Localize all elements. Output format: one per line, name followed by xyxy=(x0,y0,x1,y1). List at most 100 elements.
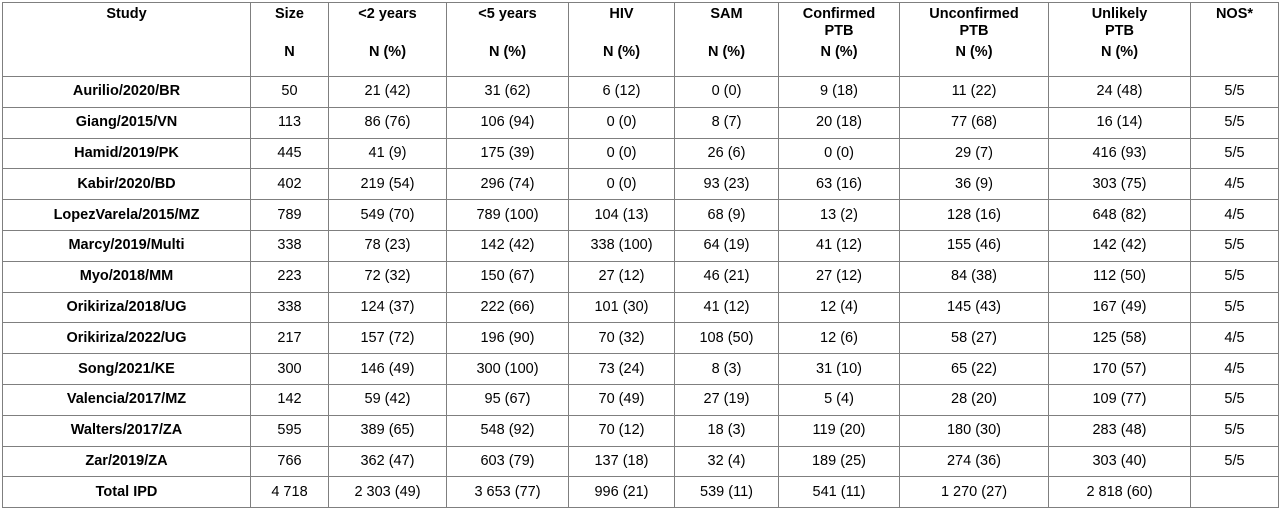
cell-nos: 5/5 xyxy=(1190,383,1279,416)
cell-under5: 296 (74) xyxy=(446,168,569,201)
col-sub-under2: N (%) xyxy=(328,40,447,77)
cell-under2: 78 (23) xyxy=(328,229,447,262)
cell-under5: 31 (62) xyxy=(446,76,569,108)
cell-nos: 5/5 xyxy=(1190,76,1279,108)
cell-confirmed-ptb: 31 (10) xyxy=(778,353,900,385)
table-body: Aurilio/2020/BR 50 21 (42) 31 (62) 6 (12) 0 (… xyxy=(2,76,1279,508)
cell-under2: 124 (37) xyxy=(328,291,447,324)
cell-study: Kabir/2020/BD xyxy=(2,168,251,201)
col-header-nos: NOS* xyxy=(1190,2,1279,40)
cell-nos: 5/5 xyxy=(1190,229,1279,262)
cell-sam: 539 (11) xyxy=(674,476,779,508)
table-row: Hamid/2019/PK 445 41 (9) 175 (39) 0 (0) 26 (6… xyxy=(2,137,1279,170)
cell-unlikely-ptb: 2 818 (60) xyxy=(1048,476,1191,508)
cell-sam: 64 (19) xyxy=(674,229,779,262)
table-row: Marcy/2019/Multi 338 78 (23) 142 (42) 338 (1… xyxy=(2,229,1279,262)
cell-under2: 157 (72) xyxy=(328,322,447,355)
cell-study: Marcy/2019/Multi xyxy=(2,229,251,262)
cell-confirmed-ptb: 63 (16) xyxy=(778,168,900,201)
cell-unlikely-ptb: 170 (57) xyxy=(1048,353,1191,385)
table-row: Song/2021/KE 300 146 (49) 300 (100) 73 (24) 8… xyxy=(2,353,1279,385)
cell-study: Orikiriza/2018/UG xyxy=(2,291,251,324)
cell-unlikely-ptb: 416 (93) xyxy=(1048,137,1191,170)
cell-under5: 142 (42) xyxy=(446,229,569,262)
cell-hiv: 338 (100) xyxy=(568,229,675,262)
total-row: Total IPD 4 718 2 303 (49) 3 653 (77) 996 (2… xyxy=(2,476,1279,508)
table-row: Zar/2019/ZA 766 362 (47) 603 (79) 137 (18) 32… xyxy=(2,445,1279,478)
cell-study: Aurilio/2020/BR xyxy=(2,76,251,108)
cell-study: LopezVarela/2015/MZ xyxy=(2,199,251,231)
cell-under2: 59 (42) xyxy=(328,383,447,416)
cell-size: 789 xyxy=(250,199,329,231)
cell-under2: 389 (65) xyxy=(328,414,447,447)
cell-sam: 108 (50) xyxy=(674,322,779,355)
cell-sam: 46 (21) xyxy=(674,260,779,293)
cell-size: 338 xyxy=(250,229,329,262)
col-header-unlikely-ptb: Unlikely PTB xyxy=(1048,2,1191,40)
cell-unconfirmed-ptb: 11 (22) xyxy=(899,76,1049,108)
cell-under5: 300 (100) xyxy=(446,353,569,385)
cell-unlikely-ptb: 648 (82) xyxy=(1048,199,1191,231)
cell-size: 223 xyxy=(250,260,329,293)
subheader-row: N N (%) N (%) N (%) N (%) N (%) N (%) N … xyxy=(2,40,1279,77)
cell-study: Hamid/2019/PK xyxy=(2,137,251,170)
cell-unlikely-ptb: 16 (14) xyxy=(1048,106,1191,139)
cell-under2: 2 303 (49) xyxy=(328,476,447,508)
cell-unconfirmed-ptb: 274 (36) xyxy=(899,445,1049,478)
cell-unconfirmed-ptb: 180 (30) xyxy=(899,414,1049,447)
cell-study: Giang/2015/VN xyxy=(2,106,251,139)
col-sub-size: N xyxy=(250,40,329,77)
cell-unlikely-ptb: 24 (48) xyxy=(1048,76,1191,108)
table-row: Aurilio/2020/BR 50 21 (42) 31 (62) 6 (12) 0 (… xyxy=(2,76,1279,108)
cell-nos: 5/5 xyxy=(1190,106,1279,139)
cell-study: Orikiriza/2022/UG xyxy=(2,322,251,355)
cell-hiv: 137 (18) xyxy=(568,445,675,478)
cell-confirmed-ptb: 12 (4) xyxy=(778,291,900,324)
cell-hiv: 70 (32) xyxy=(568,322,675,355)
col-header-unconfirmed-ptb: Unconfirmed PTB xyxy=(899,2,1049,40)
cell-hiv: 996 (21) xyxy=(568,476,675,508)
cell-under5: 3 653 (77) xyxy=(446,476,569,508)
cell-sam: 68 (9) xyxy=(674,199,779,231)
cell-under5: 196 (90) xyxy=(446,322,569,355)
cell-unconfirmed-ptb: 36 (9) xyxy=(899,168,1049,201)
cell-under2: 72 (32) xyxy=(328,260,447,293)
cell-hiv: 70 (12) xyxy=(568,414,675,447)
cell-study: Song/2021/KE xyxy=(2,353,251,385)
col-header-study: Study xyxy=(2,2,251,40)
table-row: Giang/2015/VN 113 86 (76) 106 (94) 0 (0) 8 (7… xyxy=(2,106,1279,139)
cell-confirmed-ptb: 41 (12) xyxy=(778,229,900,262)
cell-unconfirmed-ptb: 28 (20) xyxy=(899,383,1049,416)
cell-unconfirmed-ptb: 1 270 (27) xyxy=(899,476,1049,508)
cell-confirmed-ptb: 541 (11) xyxy=(778,476,900,508)
cell-under2: 41 (9) xyxy=(328,137,447,170)
cell-size: 142 xyxy=(250,383,329,416)
col-sub-nos xyxy=(1190,40,1279,77)
cell-study: Total IPD xyxy=(2,476,251,508)
cell-size: 445 xyxy=(250,137,329,170)
cell-hiv: 101 (30) xyxy=(568,291,675,324)
col-header-size: Size xyxy=(250,2,329,40)
cell-nos: 5/5 xyxy=(1190,291,1279,324)
cell-unlikely-ptb: 303 (40) xyxy=(1048,445,1191,478)
cell-sam: 18 (3) xyxy=(674,414,779,447)
cell-under5: 150 (67) xyxy=(446,260,569,293)
cell-under2: 549 (70) xyxy=(328,199,447,231)
cell-sam: 27 (19) xyxy=(674,383,779,416)
table-row: LopezVarela/2015/MZ 789 549 (70) 789 (100) 1… xyxy=(2,199,1279,231)
cell-hiv: 0 (0) xyxy=(568,106,675,139)
cell-under2: 86 (76) xyxy=(328,106,447,139)
cell-confirmed-ptb: 119 (20) xyxy=(778,414,900,447)
cell-confirmed-ptb: 20 (18) xyxy=(778,106,900,139)
table-row: Myo/2018/MM 223 72 (32) 150 (67) 27 (12) 46 (… xyxy=(2,260,1279,293)
cell-hiv: 70 (49) xyxy=(568,383,675,416)
cell-confirmed-ptb: 12 (6) xyxy=(778,322,900,355)
cell-under2: 362 (47) xyxy=(328,445,447,478)
cell-unlikely-ptb: 303 (75) xyxy=(1048,168,1191,201)
cell-unconfirmed-ptb: 77 (68) xyxy=(899,106,1049,139)
cell-hiv: 104 (13) xyxy=(568,199,675,231)
cell-under5: 222 (66) xyxy=(446,291,569,324)
cell-confirmed-ptb: 189 (25) xyxy=(778,445,900,478)
cell-nos: 5/5 xyxy=(1190,137,1279,170)
col-header-confirmed-ptb: Confirmed PTB xyxy=(778,2,900,40)
